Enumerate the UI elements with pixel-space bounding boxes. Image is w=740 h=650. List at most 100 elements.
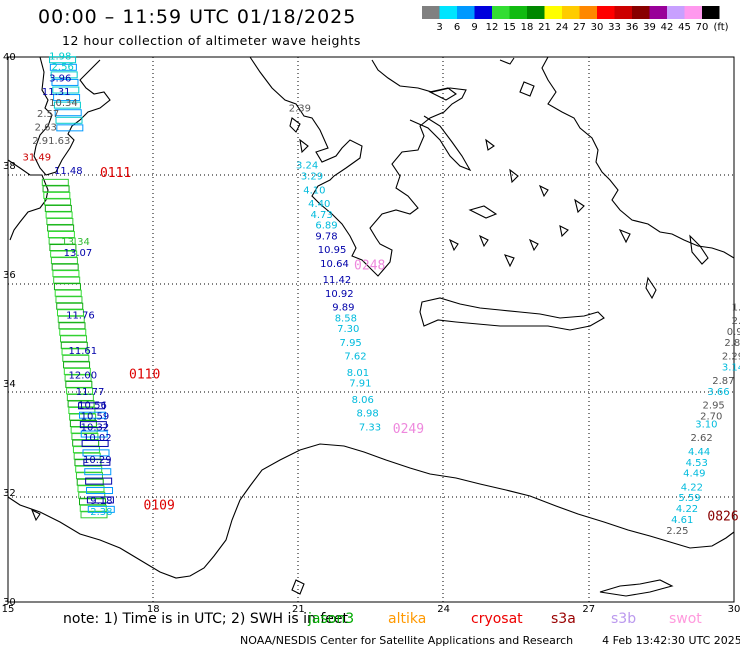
swath-mark — [81, 439, 109, 447]
legend-label: 42 — [661, 22, 674, 33]
note-text: note: 1) Time is in UTC; 2) SWH is in fe… — [63, 611, 349, 627]
pass-time-label: 0249 — [393, 422, 424, 437]
swath-mark — [67, 400, 95, 408]
swath-mark — [86, 496, 114, 504]
wave-height-value: 3.29 — [301, 172, 323, 183]
swath-mark — [53, 94, 81, 102]
swath-mark — [50, 257, 78, 265]
wave-height-value: 1. — [732, 302, 740, 313]
map-title: 00:00 – 11:59 UTC 01/18/2025 — [38, 6, 357, 28]
wave-height-value: 2.56 — [52, 62, 74, 73]
legend-swatch — [579, 6, 597, 19]
swath-mark — [66, 387, 94, 395]
pass-time-label: 0110 — [129, 368, 160, 383]
map-frame — [7, 56, 735, 603]
legend-swatch — [457, 6, 475, 19]
swath-mark — [69, 420, 97, 428]
satellite-cryosat: cryosat — [471, 611, 523, 627]
graticule — [8, 57, 734, 602]
satellite-swot: swot — [669, 611, 702, 627]
legend-label: 21 — [538, 22, 551, 33]
swath-mark — [44, 204, 72, 212]
wave-height-value: 2.25 — [666, 526, 688, 537]
swath-mark — [69, 413, 97, 421]
lon-tick-label: 15 — [2, 604, 15, 615]
wave-height-value: 4.49 — [683, 469, 705, 480]
swath-mark — [79, 421, 107, 429]
legend-label: 39 — [643, 22, 656, 33]
swath-mark — [85, 477, 113, 485]
pass-time-label: 0109 — [144, 498, 175, 513]
swath-mark — [78, 402, 106, 410]
swath-mark — [82, 449, 110, 457]
wave-height-value: 11.31 — [42, 87, 71, 98]
swath-mark — [87, 505, 115, 513]
satellite-jason3: jason3 — [308, 611, 355, 627]
wave-height-value: 4.40 — [308, 199, 330, 210]
swath-mark — [56, 309, 84, 317]
swath-mark — [66, 393, 94, 401]
wave-height-value: 7.95 — [340, 338, 362, 349]
wave-height-value: 10.29 — [83, 455, 112, 466]
wave-height-value: 1.98 — [49, 52, 71, 63]
wave-height-value: 8.58 — [335, 313, 357, 324]
swath-mark — [50, 250, 78, 258]
legend-swatch — [702, 6, 720, 19]
wave-height-value: 11.48 — [54, 166, 83, 177]
swath-mark — [51, 263, 79, 271]
wave-height-value: 11.42 — [323, 275, 352, 286]
legend-swatch — [649, 6, 667, 19]
legend-label: 24 — [556, 22, 569, 33]
wave-height-value: 2. — [732, 316, 740, 327]
altimeter-swaths — [41, 56, 115, 519]
swath-mark — [59, 328, 87, 336]
wave-height-value: 10.64 — [320, 259, 349, 270]
legend-unit: (ft) — [714, 22, 729, 33]
swath-mark — [49, 244, 77, 252]
wave-height-value: 10.32 — [81, 422, 110, 433]
legend-label: 6 — [454, 22, 460, 33]
legend-swatch — [667, 6, 685, 19]
swath-mark — [47, 224, 75, 232]
legend-label: 70 — [696, 22, 709, 33]
wave-height-value: 2.62 — [690, 433, 712, 444]
wave-height-value: 31.49 — [23, 153, 52, 164]
swath-mark — [79, 504, 107, 512]
wave-height-value: 2.91.63 — [32, 136, 70, 147]
color-legend: 3 6 9 12 15 18 21 24 27 30 33 36 39 42 45 70 (ft) — [422, 6, 729, 33]
lat-tick-label: 40 — [3, 52, 16, 63]
wave-height-value: 4.10 — [303, 185, 325, 196]
wave-height-value: 4.53 — [686, 458, 708, 469]
swath-mark — [80, 430, 108, 438]
wave-height-value: 4.61 — [671, 515, 693, 526]
swath-mark — [86, 487, 114, 495]
wave-height-value: 8.01 — [347, 368, 369, 379]
wave-height-value: 6.89 — [315, 221, 337, 232]
swath-mark — [61, 348, 89, 356]
satellite-altika: altika — [388, 611, 427, 627]
swath-mark — [53, 101, 81, 109]
wave-height-value: 11.77 — [76, 387, 105, 398]
legend-label: 27 — [573, 22, 586, 33]
lon-tick-label: 27 — [582, 604, 595, 615]
wave-height-value: 7.91 — [349, 379, 371, 390]
wave-height-value: 2.63 — [35, 123, 57, 134]
wave-height-value: 4.73 — [311, 210, 333, 221]
swath-mark — [75, 472, 103, 480]
swath-mark — [45, 211, 73, 219]
wave-height-value: 7.30 — [337, 324, 359, 335]
wave-height-value: 2.95 — [703, 401, 725, 412]
swath-mark — [79, 498, 107, 506]
swath-mark — [50, 71, 78, 79]
swath-mark — [80, 511, 108, 519]
swath-mark — [78, 411, 106, 419]
swath-mark — [63, 361, 91, 369]
wave-height-value: 9.89 — [332, 302, 354, 313]
legend-swatch — [597, 6, 615, 19]
wave-height-value: 3.14 — [722, 362, 740, 373]
wave-height-value: 9.18 — [90, 496, 112, 507]
wave-height-value: 9.78 — [315, 232, 337, 243]
lat-tick-label: 38 — [3, 161, 16, 172]
swath-mark — [44, 198, 72, 206]
